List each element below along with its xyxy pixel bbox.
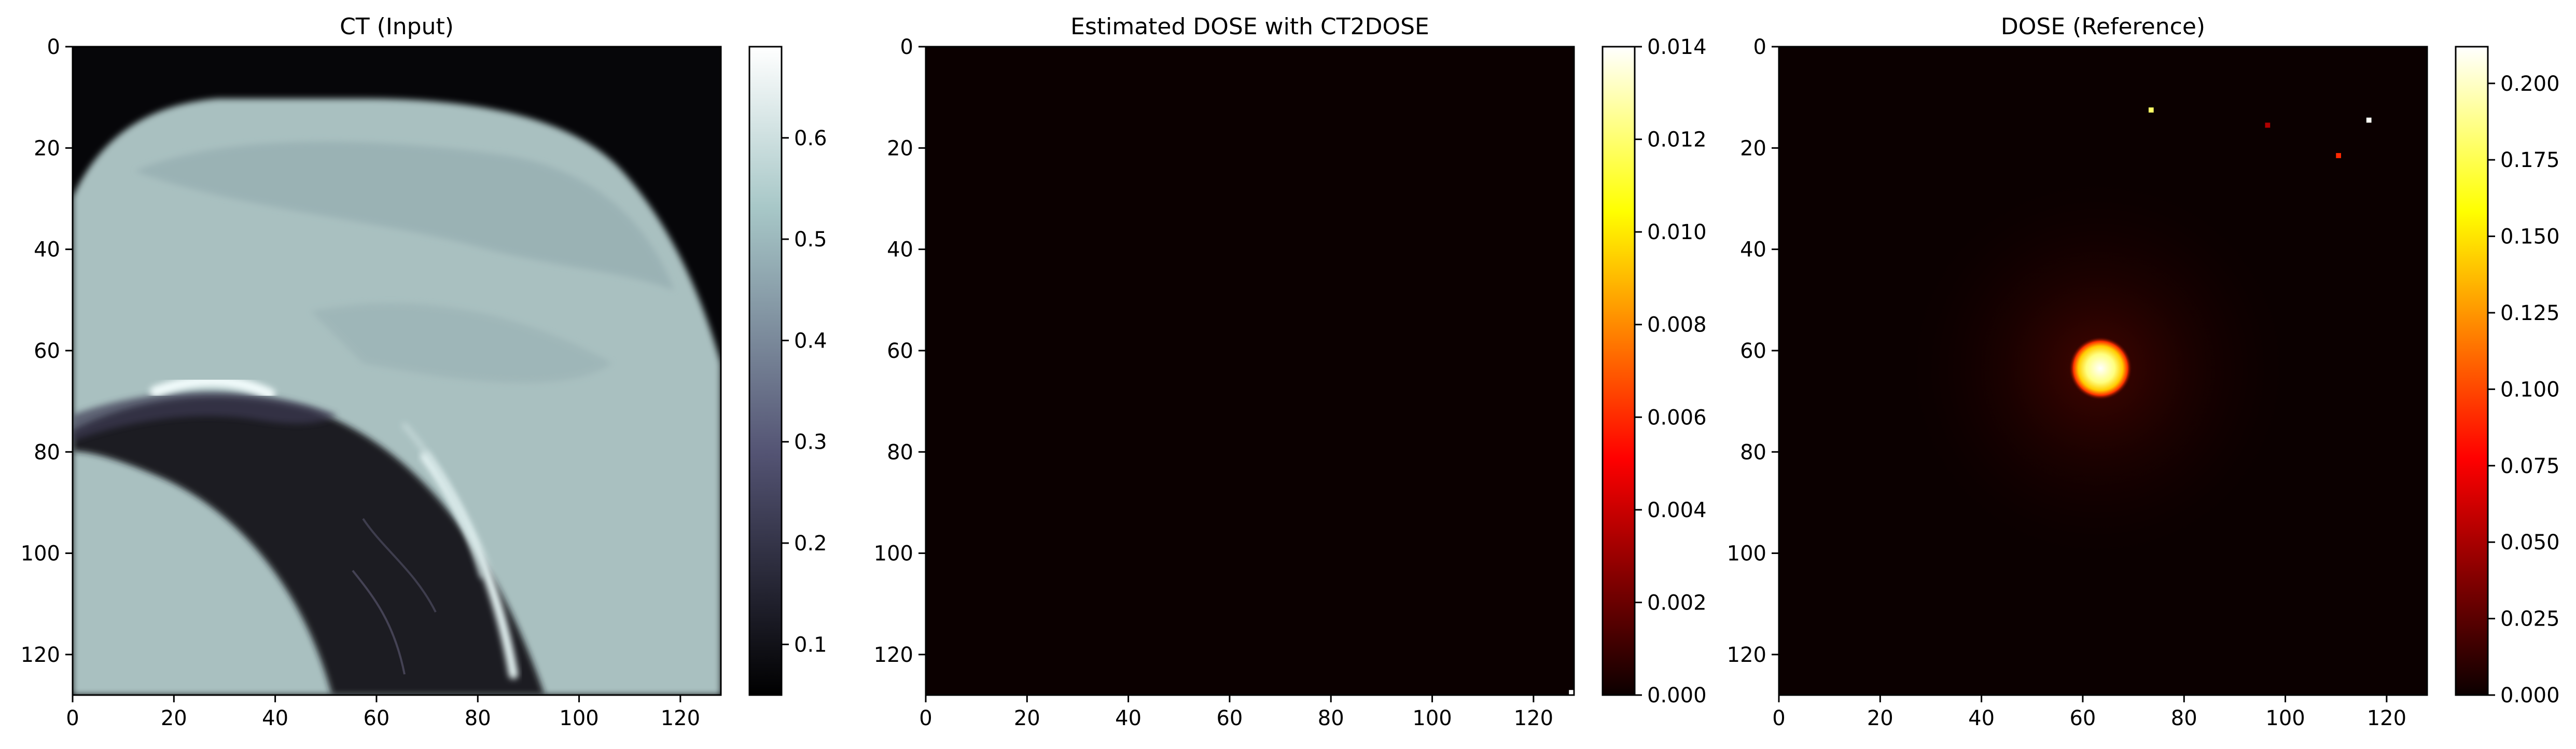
reference-colorbar-ticks: 0.000 0.025 0.050 0.075 0.100 0.125 0.150 0.175… (2488, 72, 2560, 708)
estimated-colorbar-tick-label: 0.010 (1647, 220, 1707, 244)
estimated-y-tick-label: 80 (887, 440, 913, 464)
hot-pixel (2265, 122, 2271, 128)
reference-colorbar-tick-label: 0.175 (2500, 148, 2560, 172)
ct-y-tick-label: 60 (34, 339, 60, 363)
reference-x-tick-label: 60 (2069, 706, 2096, 730)
ct-y-tick-label: 100 (21, 542, 60, 566)
ct-x-tick-label: 60 (363, 706, 389, 730)
estimated-axes-frame (925, 46, 1575, 696)
reference-y-tick-label: 120 (1727, 643, 1766, 667)
ct-colorbar-ticks: 0.1 0.2 0.3 0.4 0.5 0.6 (782, 127, 827, 657)
hot-pixel (2148, 107, 2154, 113)
reference-x-tick-label: 100 (2265, 706, 2305, 730)
estimated-colorbar-tick-label: 0.006 (1647, 406, 1707, 429)
ct-x-tick-label: 0 (66, 706, 79, 730)
estimated-x-tick-label: 40 (1115, 706, 1141, 730)
estimated-y-tick-label: 120 (874, 643, 913, 667)
reference-axes-frame (1778, 46, 2428, 696)
estimated-x-tick-label: 100 (1412, 706, 1452, 730)
reference-colorbar-tick-label: 0.050 (2500, 531, 2560, 554)
hotspot-disc (2069, 337, 2133, 400)
estimated-y-tick-label: 20 (887, 136, 913, 160)
reference-colorbar (2456, 47, 2488, 695)
estimated-x-tick-label: 120 (1514, 706, 1553, 730)
ct-x-tick-label: 80 (465, 706, 491, 730)
ct-y-tick-label: 0 (47, 35, 60, 59)
reference-y-tick-label: 40 (1740, 238, 1766, 262)
panel-title-ct: CT (Input) (340, 13, 454, 40)
reference-y-tick-label: 60 (1740, 339, 1766, 363)
ct-colorbar-tick-label: 0.2 (794, 532, 827, 556)
hot-pixel (2366, 117, 2372, 123)
ct-x-tick-label: 100 (559, 706, 598, 730)
estimated-colorbar-tick-label: 0.012 (1647, 128, 1707, 152)
hot-pixel (2336, 153, 2341, 158)
reference-x-tick-label: 80 (2171, 706, 2197, 730)
estimated-colorbar-tick-label: 0.002 (1647, 591, 1707, 615)
reference-hot-pixels (2148, 107, 2372, 158)
reference-hotspot (2069, 337, 2133, 400)
ct-y-tick-label: 80 (34, 440, 60, 464)
reference-colorbar-tick-label: 0.100 (2500, 378, 2560, 401)
ct-colorbar-tick-label: 0.5 (794, 228, 827, 252)
reference-y-tick-label: 80 (1740, 440, 1766, 464)
estimated-hot-pixels (1569, 690, 1574, 695)
ct-colorbar-tick-label: 0.3 (794, 431, 827, 454)
reference-colorbar-tick-label: 0.150 (2500, 225, 2560, 249)
estimated-x-tick-label: 60 (1216, 706, 1243, 730)
ct-image (73, 47, 721, 695)
panel-estimated-dose: Estimated DOSE with CT2DOSE 0 20 40 60 80 100… (874, 13, 1707, 730)
ct-colorbar-tick-label: 0.1 (794, 633, 827, 657)
reference-x-tick-label: 20 (1867, 706, 1893, 730)
reference-y-tick-label: 100 (1727, 542, 1766, 566)
estimated-dose-image (926, 47, 1574, 695)
ct-colorbar-tick-label: 0.4 (794, 329, 827, 353)
panel-title-estimated: Estimated DOSE with CT2DOSE (1070, 13, 1429, 40)
panel-title-reference: DOSE (Reference) (2001, 13, 2205, 40)
estimated-y-tick-label: 100 (874, 542, 913, 566)
estimated-y-tick-label: 0 (900, 35, 913, 59)
reference-x-tick-label: 40 (1968, 706, 1995, 730)
estimated-colorbar (1603, 47, 1635, 695)
ct-x-tick-label: 120 (661, 706, 700, 730)
ct-y-tick-label: 120 (21, 643, 60, 667)
panel-dose-reference: DOSE (Reference) 0 20 40 60 80 100 120 0 20 40 60 8… (1727, 13, 2560, 730)
reference-axis-ticks: 0 20 40 60 80 100 120 0 20 40 60 80 100 120 (1727, 35, 2406, 730)
ct-y-tick-label: 40 (34, 238, 60, 262)
reference-colorbar-tick-label: 0.075 (2500, 454, 2560, 478)
estimated-x-tick-label: 0 (919, 706, 932, 730)
ct-x-tick-label: 20 (161, 706, 187, 730)
estimated-y-tick-label: 40 (887, 238, 913, 262)
ct-x-tick-label: 40 (262, 706, 288, 730)
ct-colorbar-tick-label: 0.6 (794, 127, 827, 150)
estimated-x-tick-label: 20 (1014, 706, 1040, 730)
ct-bright-rim (150, 375, 275, 400)
estimated-axis-ticks: 0 20 40 60 80 100 120 0 20 40 60 80 100 120 (874, 35, 1553, 730)
ct-soft-tissue (135, 141, 674, 290)
estimated-colorbar-tick-label: 0.004 (1647, 498, 1707, 522)
ct-y-tick-label: 20 (34, 136, 60, 160)
reference-colorbar-tick-label: 0.125 (2500, 301, 2560, 325)
reference-colorbar-tick-label: 0.000 (2500, 684, 2560, 708)
ct-lung-region (73, 396, 545, 695)
estimated-colorbar-tick-label: 0.008 (1647, 313, 1707, 337)
estimated-y-tick-label: 60 (887, 339, 913, 363)
ct-axes-frame (72, 46, 722, 696)
reference-y-tick-label: 0 (1753, 35, 1766, 59)
reference-y-tick-label: 20 (1740, 136, 1766, 160)
reference-colorbar-tick-label: 0.025 (2500, 607, 2560, 631)
estimated-colorbar-tick-label: 0.000 (1647, 684, 1707, 708)
reference-x-tick-label: 120 (2367, 706, 2406, 730)
estimated-colorbar-ticks: 0.000 0.002 0.004 0.006 0.008 0.010 0.012 0.014 (1635, 35, 1707, 708)
estimated-x-tick-label: 80 (1318, 706, 1344, 730)
estimated-colorbar-tick-label: 0.014 (1647, 35, 1707, 59)
hot-pixel (1569, 690, 1574, 695)
reference-x-tick-label: 0 (1772, 706, 1785, 730)
reference-colorbar-tick-label: 0.200 (2500, 72, 2560, 96)
ct-colorbar (749, 47, 782, 695)
panel-ct-input: CT (Input) 0 20 40 60 80 100 120 0 20 40 60 80 100 12… (21, 13, 827, 730)
ct-axis-ticks: 0 20 40 60 80 100 120 0 20 40 60 80 100 120 (21, 35, 700, 730)
